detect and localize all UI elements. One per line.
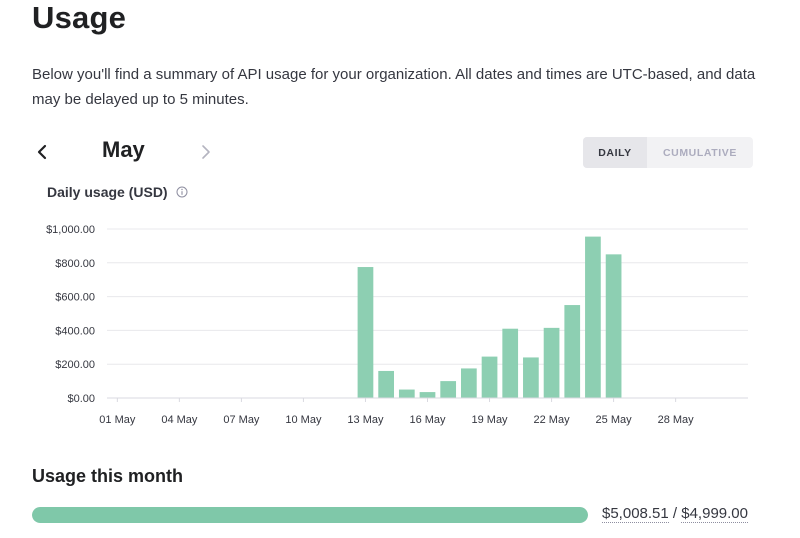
month-navigation: May — [30, 134, 220, 170]
bar[interactable] — [440, 381, 457, 398]
y-tick-label: $0.00 — [67, 393, 95, 405]
usage-separator: / — [672, 505, 678, 522]
bar[interactable] — [502, 328, 519, 398]
x-tick-label: 01 May — [99, 414, 136, 426]
x-tick-label: 16 May — [409, 414, 446, 426]
x-tick-label: 28 May — [658, 414, 695, 426]
chart-title: Daily usage (USD) — [47, 184, 168, 200]
current-month-label: May — [102, 137, 145, 162]
bar[interactable] — [419, 392, 436, 398]
cumulative-toggle-button[interactable]: CUMULATIVE — [662, 146, 738, 159]
usage-progress-fill — [32, 507, 588, 523]
bar[interactable] — [585, 236, 601, 398]
x-tick-label: 25 May — [596, 414, 633, 426]
x-tick-label: 19 May — [471, 414, 508, 426]
usage-amount: $5,008.51 / $4,999.00 — [602, 505, 748, 523]
x-tick-label: 04 May — [161, 414, 198, 426]
x-tick-label: 13 May — [347, 414, 384, 426]
next-month-button[interactable] — [194, 138, 218, 166]
bar[interactable] — [398, 389, 415, 398]
daily-toggle-button[interactable]: DAILY — [583, 137, 647, 168]
y-tick-label: $1,000.00 — [46, 224, 95, 236]
bar[interactable] — [543, 327, 560, 398]
usage-this-month-heading: Usage this month — [32, 466, 184, 486]
page-description: Below you'll find a summary of API usage… — [32, 66, 756, 108]
chevron-right-icon — [202, 145, 210, 159]
y-tick-label: $800.00 — [55, 258, 95, 270]
chart-heading: Daily usage (USD) — [47, 184, 188, 200]
info-icon[interactable] — [176, 186, 188, 198]
usage-spent-amount[interactable]: $5,008.51 — [602, 505, 669, 523]
y-tick-label: $600.00 — [55, 292, 95, 304]
usage-progress-bar — [32, 507, 588, 523]
y-tick-label: $400.00 — [55, 325, 95, 337]
bar[interactable] — [378, 370, 395, 398]
bar[interactable] — [481, 356, 498, 398]
previous-month-button[interactable] — [30, 138, 54, 166]
view-toggle: DAILY CUMULATIVE — [583, 137, 753, 168]
bar[interactable] — [523, 357, 539, 398]
bar[interactable] — [357, 267, 374, 398]
x-tick-label: 07 May — [223, 414, 260, 426]
x-tick-label: 10 May — [285, 414, 322, 426]
bar[interactable] — [460, 368, 477, 398]
page-title: Usage — [32, 0, 127, 35]
daily-usage-chart: $0.00 $200.00 $400.00 $600.00 $800.00 $1,000.… — [46, 224, 748, 426]
x-tick-label: 22 May — [534, 414, 571, 426]
bar[interactable] — [564, 305, 581, 398]
usage-limit-amount[interactable]: $4,999.00 — [681, 505, 748, 523]
bar[interactable] — [605, 254, 622, 398]
chevron-left-icon — [37, 144, 47, 160]
y-tick-label: $200.00 — [55, 359, 95, 371]
